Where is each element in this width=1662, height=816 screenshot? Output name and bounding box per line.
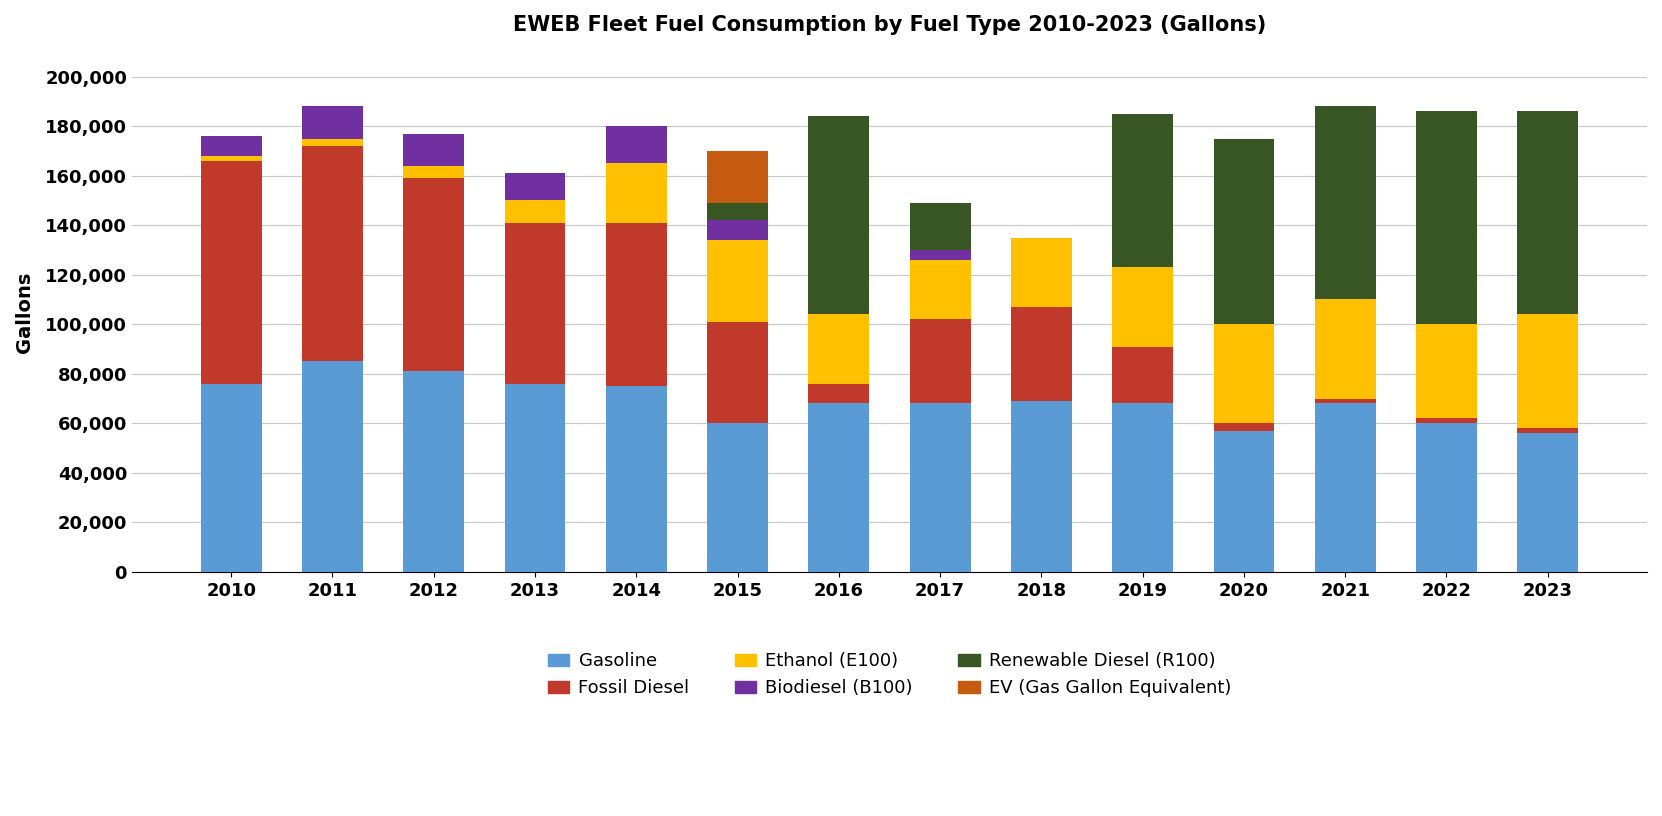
Bar — [404, 134, 464, 166]
Bar — [1010, 401, 1072, 572]
Bar — [1517, 314, 1579, 428]
Bar — [302, 106, 362, 139]
Bar — [302, 361, 362, 572]
Bar — [607, 223, 666, 386]
Bar — [1517, 428, 1579, 433]
Bar — [708, 240, 768, 322]
Bar — [404, 166, 464, 178]
Bar — [909, 403, 971, 572]
Bar — [1112, 268, 1173, 347]
Bar — [1517, 111, 1579, 314]
Bar — [1010, 237, 1072, 307]
Title: EWEB Fleet Fuel Consumption by Fuel Type 2010-2023 (Gallons): EWEB Fleet Fuel Consumption by Fuel Type… — [514, 15, 1266, 35]
Bar — [201, 136, 261, 156]
Bar — [505, 223, 565, 384]
Bar — [1315, 398, 1376, 403]
Bar — [1112, 113, 1173, 268]
Bar — [201, 161, 261, 384]
Bar — [1315, 403, 1376, 572]
Bar — [404, 178, 464, 371]
Bar — [1315, 299, 1376, 398]
Legend: Gasoline, Fossil Diesel, Ethanol (E100), Biodiesel (B100), Renewable Diesel (R10: Gasoline, Fossil Diesel, Ethanol (E100),… — [538, 643, 1240, 707]
Bar — [909, 203, 971, 250]
Bar — [708, 424, 768, 572]
Bar — [1213, 424, 1275, 431]
Bar — [708, 203, 768, 220]
Bar — [708, 322, 768, 424]
Bar — [201, 156, 261, 161]
Bar — [1315, 106, 1376, 299]
Bar — [201, 384, 261, 572]
Bar — [708, 151, 768, 203]
Bar — [1112, 403, 1173, 572]
Bar — [607, 386, 666, 572]
Bar — [505, 201, 565, 223]
Bar — [607, 163, 666, 223]
Y-axis label: Gallons: Gallons — [15, 271, 33, 353]
Bar — [808, 314, 869, 384]
Bar — [808, 116, 869, 314]
Bar — [1213, 139, 1275, 324]
Bar — [1416, 324, 1478, 419]
Bar — [1517, 433, 1579, 572]
Bar — [708, 220, 768, 240]
Bar — [607, 126, 666, 163]
Bar — [808, 384, 869, 403]
Bar — [909, 259, 971, 319]
Bar — [1416, 419, 1478, 424]
Bar — [909, 250, 971, 259]
Bar — [1010, 307, 1072, 401]
Bar — [1416, 111, 1478, 324]
Bar — [1416, 424, 1478, 572]
Bar — [909, 319, 971, 403]
Bar — [505, 384, 565, 572]
Bar — [302, 139, 362, 146]
Bar — [302, 146, 362, 361]
Bar — [1213, 431, 1275, 572]
Bar — [505, 173, 565, 201]
Bar — [1213, 324, 1275, 424]
Bar — [808, 403, 869, 572]
Bar — [1112, 347, 1173, 403]
Bar — [404, 371, 464, 572]
